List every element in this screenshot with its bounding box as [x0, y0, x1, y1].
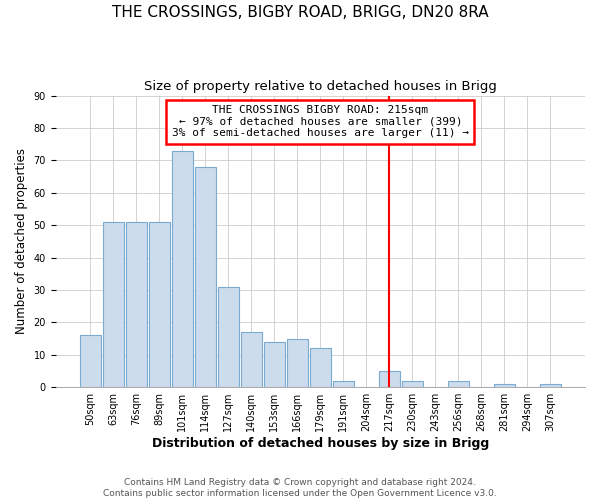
Bar: [103, 222, 124, 387]
X-axis label: Distribution of detached houses by size in Brigg: Distribution of detached houses by size …: [152, 437, 489, 450]
Bar: [241, 332, 262, 387]
Bar: [494, 384, 515, 387]
Bar: [195, 167, 216, 387]
Bar: [172, 150, 193, 387]
Text: THE CROSSINGS BIGBY ROAD: 215sqm
← 97% of detached houses are smaller (399)
3% o: THE CROSSINGS BIGBY ROAD: 215sqm ← 97% o…: [172, 106, 469, 138]
Bar: [540, 384, 561, 387]
Bar: [379, 371, 400, 387]
Text: Contains HM Land Registry data © Crown copyright and database right 2024.
Contai: Contains HM Land Registry data © Crown c…: [103, 478, 497, 498]
Title: Size of property relative to detached houses in Brigg: Size of property relative to detached ho…: [144, 80, 497, 93]
Bar: [264, 342, 285, 387]
Bar: [310, 348, 331, 387]
Bar: [80, 336, 101, 387]
Bar: [126, 222, 147, 387]
Bar: [218, 287, 239, 387]
Text: THE CROSSINGS, BIGBY ROAD, BRIGG, DN20 8RA: THE CROSSINGS, BIGBY ROAD, BRIGG, DN20 8…: [112, 5, 488, 20]
Y-axis label: Number of detached properties: Number of detached properties: [15, 148, 28, 334]
Bar: [448, 380, 469, 387]
Bar: [402, 380, 423, 387]
Bar: [149, 222, 170, 387]
Bar: [287, 338, 308, 387]
Bar: [333, 380, 354, 387]
